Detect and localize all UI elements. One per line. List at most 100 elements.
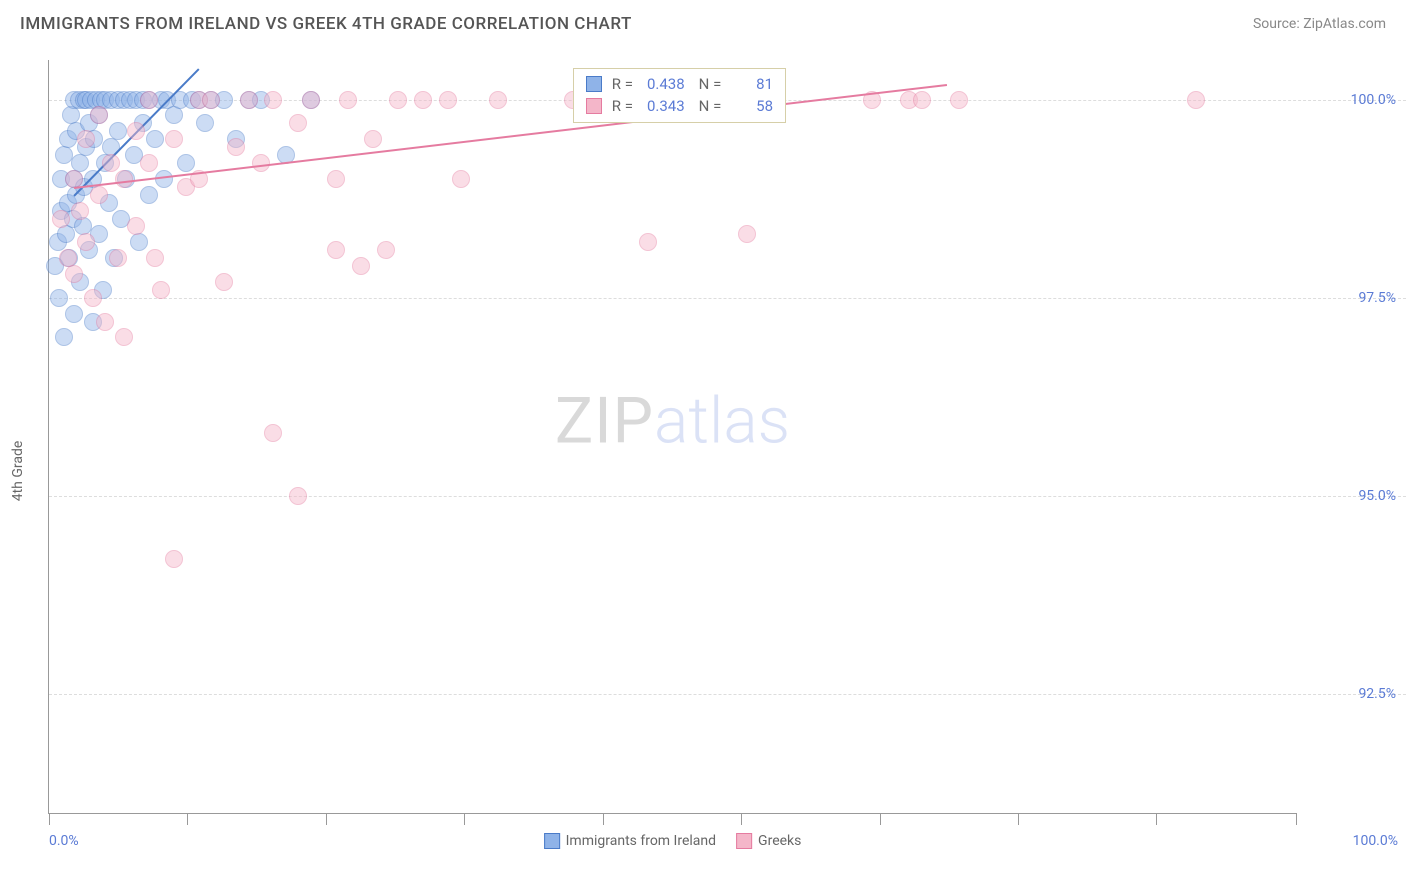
plot-area: ZIPatlas 92.5%95.0%97.5%100.0%0.0%100.0%… [48,60,1296,814]
chart-container: 4th Grade ZIPatlas 92.5%95.0%97.5%100.0%… [0,50,1406,892]
x-tick [464,813,465,825]
stats-swatch [586,76,602,92]
r-label: R = [612,97,637,115]
data-point [452,170,470,188]
data-point [389,91,407,109]
data-point [264,91,282,109]
data-point [177,154,195,172]
data-point [65,305,83,323]
data-point [140,91,158,109]
legend-item: Greeks [736,833,801,849]
x-tick [603,813,604,825]
legend-label: Immigrants from Ireland [566,833,716,849]
data-point [140,154,158,172]
watermark: ZIPatlas [555,384,790,459]
legend-label: Greeks [758,833,801,849]
data-point [414,91,432,109]
data-point [146,249,164,267]
data-point [240,91,258,109]
data-point [196,114,214,132]
gridline [49,694,1406,695]
data-point [152,281,170,299]
data-point [339,91,357,109]
legend-swatch [544,833,560,849]
watermark-part1: ZIP [555,384,654,459]
data-point [77,233,95,251]
data-point [950,91,968,109]
n-label: N = [699,97,725,115]
gridline [49,298,1406,299]
data-point [227,138,245,156]
data-point [57,225,75,243]
data-point [639,233,657,251]
data-point [215,273,233,291]
data-point [65,265,83,283]
chart-header: IMMIGRANTS FROM IRELAND VS GREEK 4TH GRA… [0,0,1406,42]
data-point [165,106,183,124]
x-tick [1018,813,1019,825]
stats-row: R = 0.438 N = 81 [586,73,773,96]
r-value: 0.438 [637,73,685,96]
x-tick [1296,813,1297,825]
data-point [90,186,108,204]
legend-item: Immigrants from Ireland [544,833,716,849]
watermark-part2: atlas [654,384,790,459]
data-point [202,91,220,109]
n-value: 81 [725,73,773,96]
data-point [109,122,127,140]
data-point [96,313,114,331]
stats-row: R = 0.343 N = 58 [586,95,773,118]
data-point [115,170,133,188]
data-point [115,328,133,346]
chart-source: Source: ZipAtlas.com [1253,16,1386,32]
x-tick [49,813,50,825]
data-point [302,91,320,109]
n-value: 58 [725,95,773,118]
legend-swatch [736,833,752,849]
data-point [50,289,68,307]
data-point [71,202,89,220]
data-point [252,154,270,172]
x-tick [741,813,742,825]
data-point [289,487,307,505]
data-point [264,424,282,442]
data-point [130,233,148,251]
data-point [52,210,70,228]
data-point [84,289,102,307]
data-point [364,130,382,148]
data-point [738,225,756,243]
data-point [90,106,108,124]
data-point [327,241,345,259]
r-value: 0.343 [637,95,685,118]
gridline [49,496,1406,497]
x-tick-label-left: 0.0% [49,833,79,849]
stats-swatch [586,98,602,114]
data-point [102,154,120,172]
y-tick-label: 97.5% [1306,290,1396,306]
data-point [165,550,183,568]
x-tick [1156,813,1157,825]
data-point [146,130,164,148]
data-point [327,170,345,188]
data-point [127,217,145,235]
data-point [1187,91,1205,109]
y-tick-label: 95.0% [1306,488,1396,504]
y-tick-label: 100.0% [1306,92,1396,108]
x-tick-label-right: 100.0% [1353,833,1398,849]
data-point [439,91,457,109]
data-point [127,122,145,140]
data-point [489,91,507,109]
x-tick [326,813,327,825]
bottom-legend: Immigrants from Ireland Greeks [544,833,802,849]
data-point [289,114,307,132]
x-tick [880,813,881,825]
data-point [77,130,95,148]
r-label: R = [612,75,637,93]
data-point [913,91,931,109]
n-label: N = [699,75,725,93]
x-tick [187,813,188,825]
data-point [55,328,73,346]
data-point [165,130,183,148]
y-tick-label: 92.5% [1306,686,1396,702]
chart-title: IMMIGRANTS FROM IRELAND VS GREEK 4TH GRA… [20,14,632,34]
